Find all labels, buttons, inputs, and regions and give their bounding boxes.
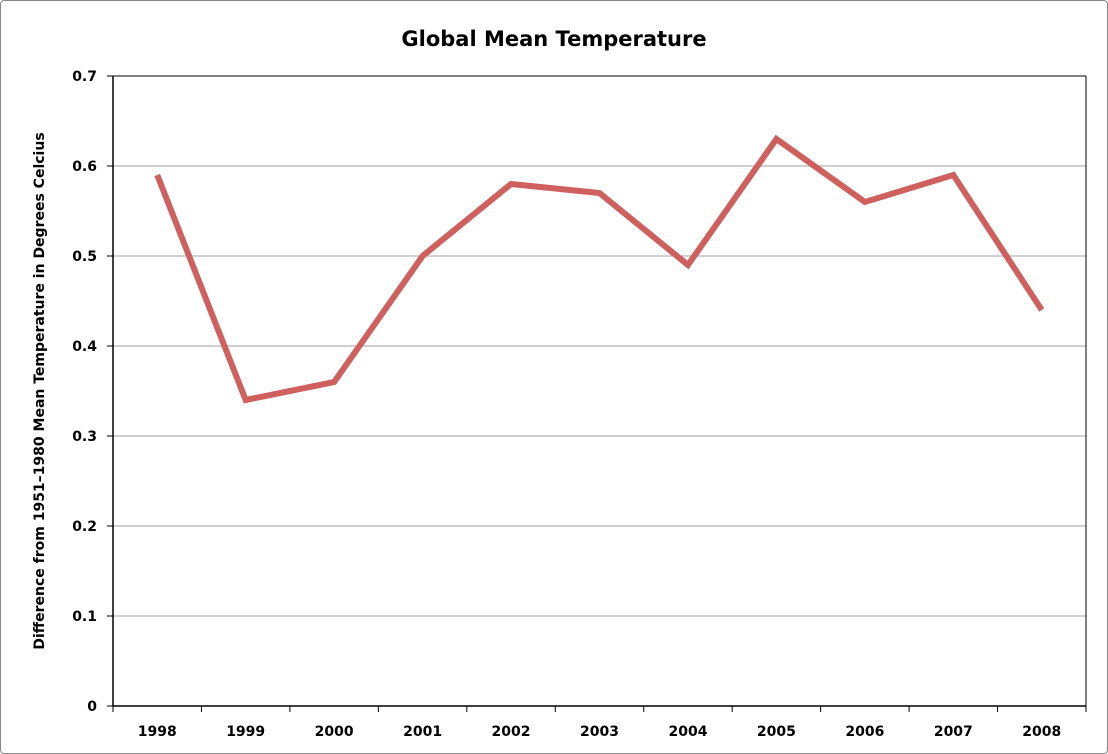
x-tick-label: 1999: [226, 724, 265, 740]
y-tick-label: 0.3: [72, 429, 97, 445]
y-tick-label: 0.7: [72, 69, 97, 85]
y-axis-label: Difference from 1951–1980 Mean Temperatu…: [32, 132, 48, 649]
x-tick-label: 2006: [845, 724, 884, 740]
y-tick-label: 0.2: [72, 519, 97, 535]
y-tick-label: 0: [87, 699, 97, 715]
chart-title: Global Mean Temperature: [401, 27, 706, 51]
x-tick-label: 2004: [668, 724, 707, 740]
y-tick-label: 0.1: [72, 609, 97, 625]
y-tick-label: 0.5: [72, 249, 97, 265]
x-tick-label: 2005: [757, 724, 796, 740]
y-tick-label: 0.4: [72, 339, 97, 355]
x-tick-label: 2000: [315, 724, 354, 740]
x-tick-label: 2003: [580, 724, 619, 740]
x-tick-label: 1998: [138, 724, 177, 740]
y-tick-label: 0.6: [72, 159, 97, 175]
x-tick-label: 2002: [492, 724, 531, 740]
x-tick-label: 2007: [934, 724, 973, 740]
series-line: [154, 134, 1045, 404]
x-tick-label: 2001: [403, 724, 442, 740]
x-tick-label: 2008: [1022, 724, 1061, 740]
